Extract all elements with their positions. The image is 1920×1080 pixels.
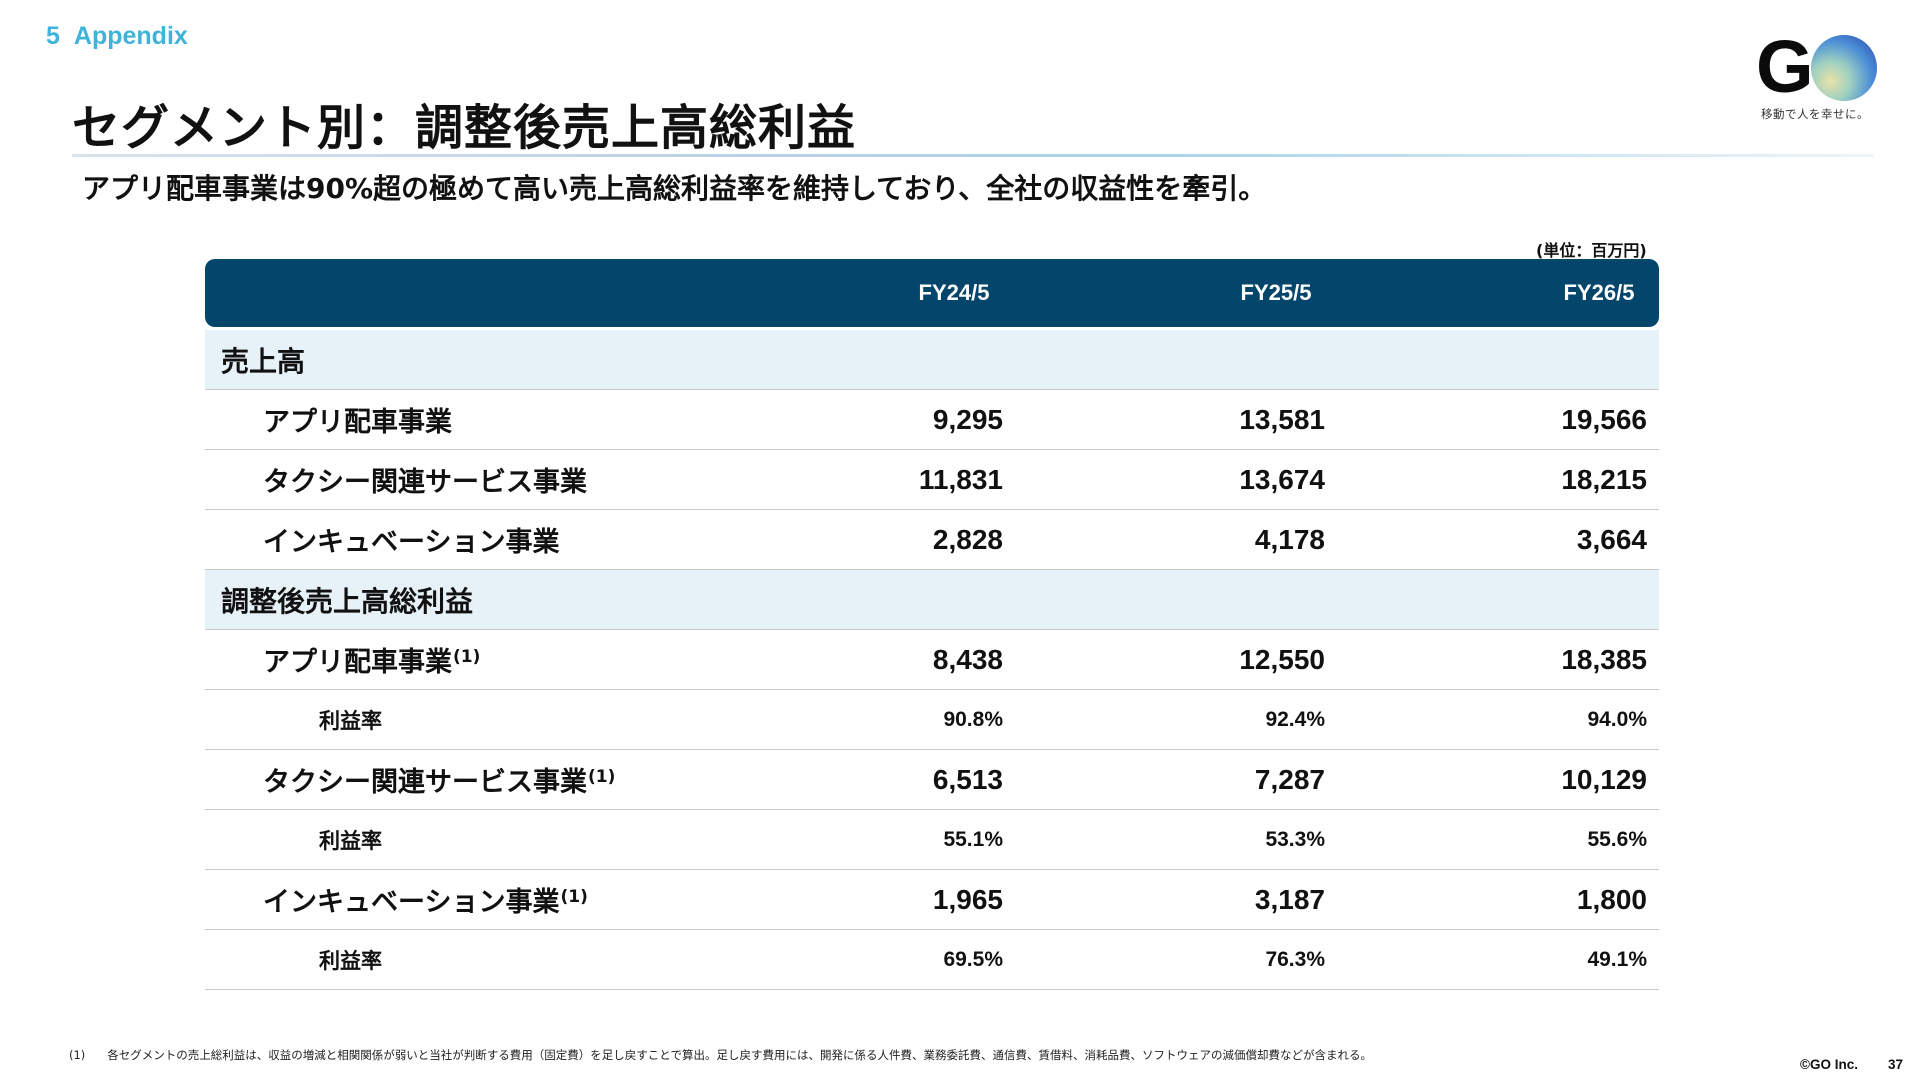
row-label-text: インキュベーション事業	[263, 887, 560, 918]
footnote: (1) 各セグメントの売上総利益は、収益の増減と相関関係が弱いと当社が判断する費用…	[69, 1047, 1372, 1063]
row-label: 利益率	[319, 708, 382, 733]
table-cell: 76.3%	[1265, 947, 1325, 971]
table-cell: 13,581	[1239, 403, 1325, 435]
column-header: FY24/5	[918, 280, 990, 305]
table-row: インキュベーション事業 2,828 4,178 3,664	[205, 510, 1659, 570]
table-cell: 2,828	[932, 523, 1003, 555]
row-label-text: タクシー関連サービス事業	[263, 767, 587, 798]
table-row: インキュベーション事業(1) 1,965 3,187 1,800	[205, 870, 1659, 930]
row-label: タクシー関連サービス事業(1)	[263, 760, 615, 799]
table-cell: 6,513	[932, 763, 1003, 795]
table-cell: 3,664	[1576, 523, 1647, 555]
table-section-row: 売上高	[205, 330, 1659, 390]
table-cell: 7,287	[1254, 763, 1325, 795]
table-row: タクシー関連サービス事業 11,831 13,674 18,215	[205, 450, 1659, 510]
table-cell: 9,295	[932, 403, 1003, 435]
section-name: Appendix	[73, 22, 188, 50]
footnote-ref: (1)	[588, 767, 616, 787]
row-label: アプリ配車事業(1)	[263, 640, 480, 679]
table-cell: 55.6%	[1587, 827, 1647, 851]
table-cell: 94.0%	[1587, 707, 1647, 731]
table-header: FY24/5 FY25/5 FY26/5	[205, 259, 1659, 327]
table-cell: 8,438	[932, 643, 1003, 675]
page-title: セグメント別：調整後売上高総利益	[72, 100, 857, 156]
footnote-ref: (1)	[560, 887, 588, 907]
table-cell: 10,129	[1561, 763, 1647, 795]
table-row-margin: 利益率 90.8% 92.4% 94.0%	[205, 690, 1659, 750]
section-number: 5	[46, 22, 60, 50]
table-row-margin: 利益率 55.1% 53.3% 55.6%	[205, 810, 1659, 870]
row-label: 利益率	[319, 828, 382, 853]
row-label: 利益率	[319, 948, 382, 973]
row-label: インキュベーション事業	[263, 527, 560, 558]
table-cell: 69.5%	[943, 947, 1003, 971]
row-label-text: アプリ配車事業	[263, 647, 452, 678]
table-cell: 1,965	[932, 883, 1003, 915]
table-cell: 3,187	[1254, 883, 1325, 915]
table-row: タクシー関連サービス事業(1) 6,513 7,287 10,129	[205, 750, 1659, 810]
row-label: タクシー関連サービス事業	[263, 467, 587, 498]
table-cell: 11,831	[918, 463, 1003, 495]
footnote-mark: (1)	[69, 1048, 86, 1062]
table-cell: 12,550	[1239, 643, 1325, 675]
table-cell: 4,178	[1254, 523, 1325, 555]
table-row: アプリ配車事業 9,295 13,581 19,566	[205, 390, 1659, 450]
unit-label: (単位：百万円)	[1536, 241, 1647, 260]
table-cell: 53.3%	[1265, 827, 1325, 851]
footnote-text: 各セグメントの売上総利益は、収益の増減と相関関係が弱いと当社が判断する費用（固定…	[107, 1048, 1372, 1062]
table-cell: 1,800	[1576, 883, 1647, 915]
table-cell: 18,215	[1561, 463, 1647, 495]
table-cell: 18,385	[1561, 643, 1647, 675]
footnote-ref: (1)	[453, 647, 481, 667]
table-row-margin: 利益率 69.5% 76.3% 49.1%	[205, 930, 1659, 990]
logo-tagline: 移動で人を幸せに。	[1761, 107, 1869, 121]
copyright: ©GO Inc.	[1800, 1057, 1858, 1072]
table-cell: 92.4%	[1265, 707, 1325, 731]
table-cell: 13,674	[1239, 463, 1325, 495]
table-cell: 55.1%	[943, 827, 1003, 851]
page-subtitle: アプリ配車事業は90%超の極めて高い売上高総利益率を維持しており、全社の収益性を…	[82, 172, 1267, 205]
row-label: アプリ配車事業	[263, 407, 452, 438]
segment-table: 売上高 アプリ配車事業 9,295 13,581 19,566 タクシー関連サー…	[205, 330, 1659, 990]
logo-letter-g: G	[1756, 25, 1814, 108]
section-label-cell: 調整後売上高総利益	[221, 584, 474, 618]
row-label: インキュベーション事業(1)	[263, 880, 588, 919]
column-header: FY25/5	[1240, 280, 1312, 305]
table-cell: 90.8%	[943, 707, 1003, 731]
table-row: アプリ配車事業(1) 8,438 12,550 18,385	[205, 630, 1659, 690]
logo-gradient-circle-icon	[1811, 35, 1877, 101]
table-cell: 19,566	[1561, 403, 1647, 435]
table-cell: 49.1%	[1587, 947, 1647, 971]
title-divider	[72, 154, 1874, 157]
column-header: FY26/5	[1563, 280, 1635, 305]
go-logo: G 移動で人を幸せに。	[1756, 30, 1886, 122]
section-label-cell: 売上高	[221, 344, 306, 378]
section-label: 5 Appendix	[46, 22, 188, 51]
page-number: 37	[1888, 1057, 1904, 1072]
table-section-row: 調整後売上高総利益	[205, 570, 1659, 630]
